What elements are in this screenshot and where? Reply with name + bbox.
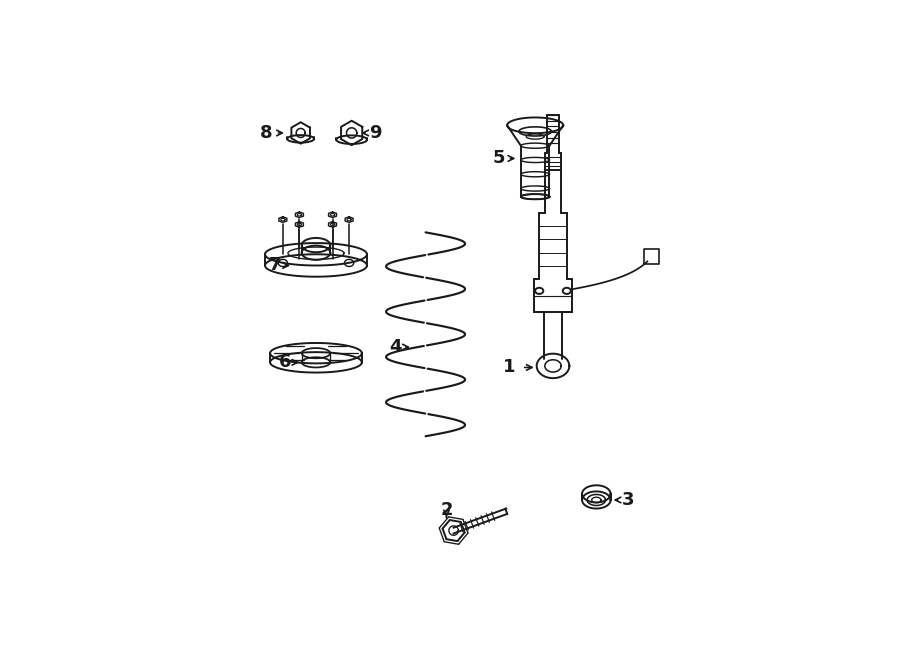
Text: 6: 6 <box>279 354 291 371</box>
Text: 1: 1 <box>503 358 516 377</box>
Text: 3: 3 <box>622 491 634 509</box>
Text: 2: 2 <box>440 501 453 519</box>
Text: 4: 4 <box>389 338 401 356</box>
Text: 8: 8 <box>260 124 273 142</box>
Text: 7: 7 <box>269 256 282 275</box>
Text: 9: 9 <box>369 124 382 142</box>
Text: 5: 5 <box>492 150 505 167</box>
